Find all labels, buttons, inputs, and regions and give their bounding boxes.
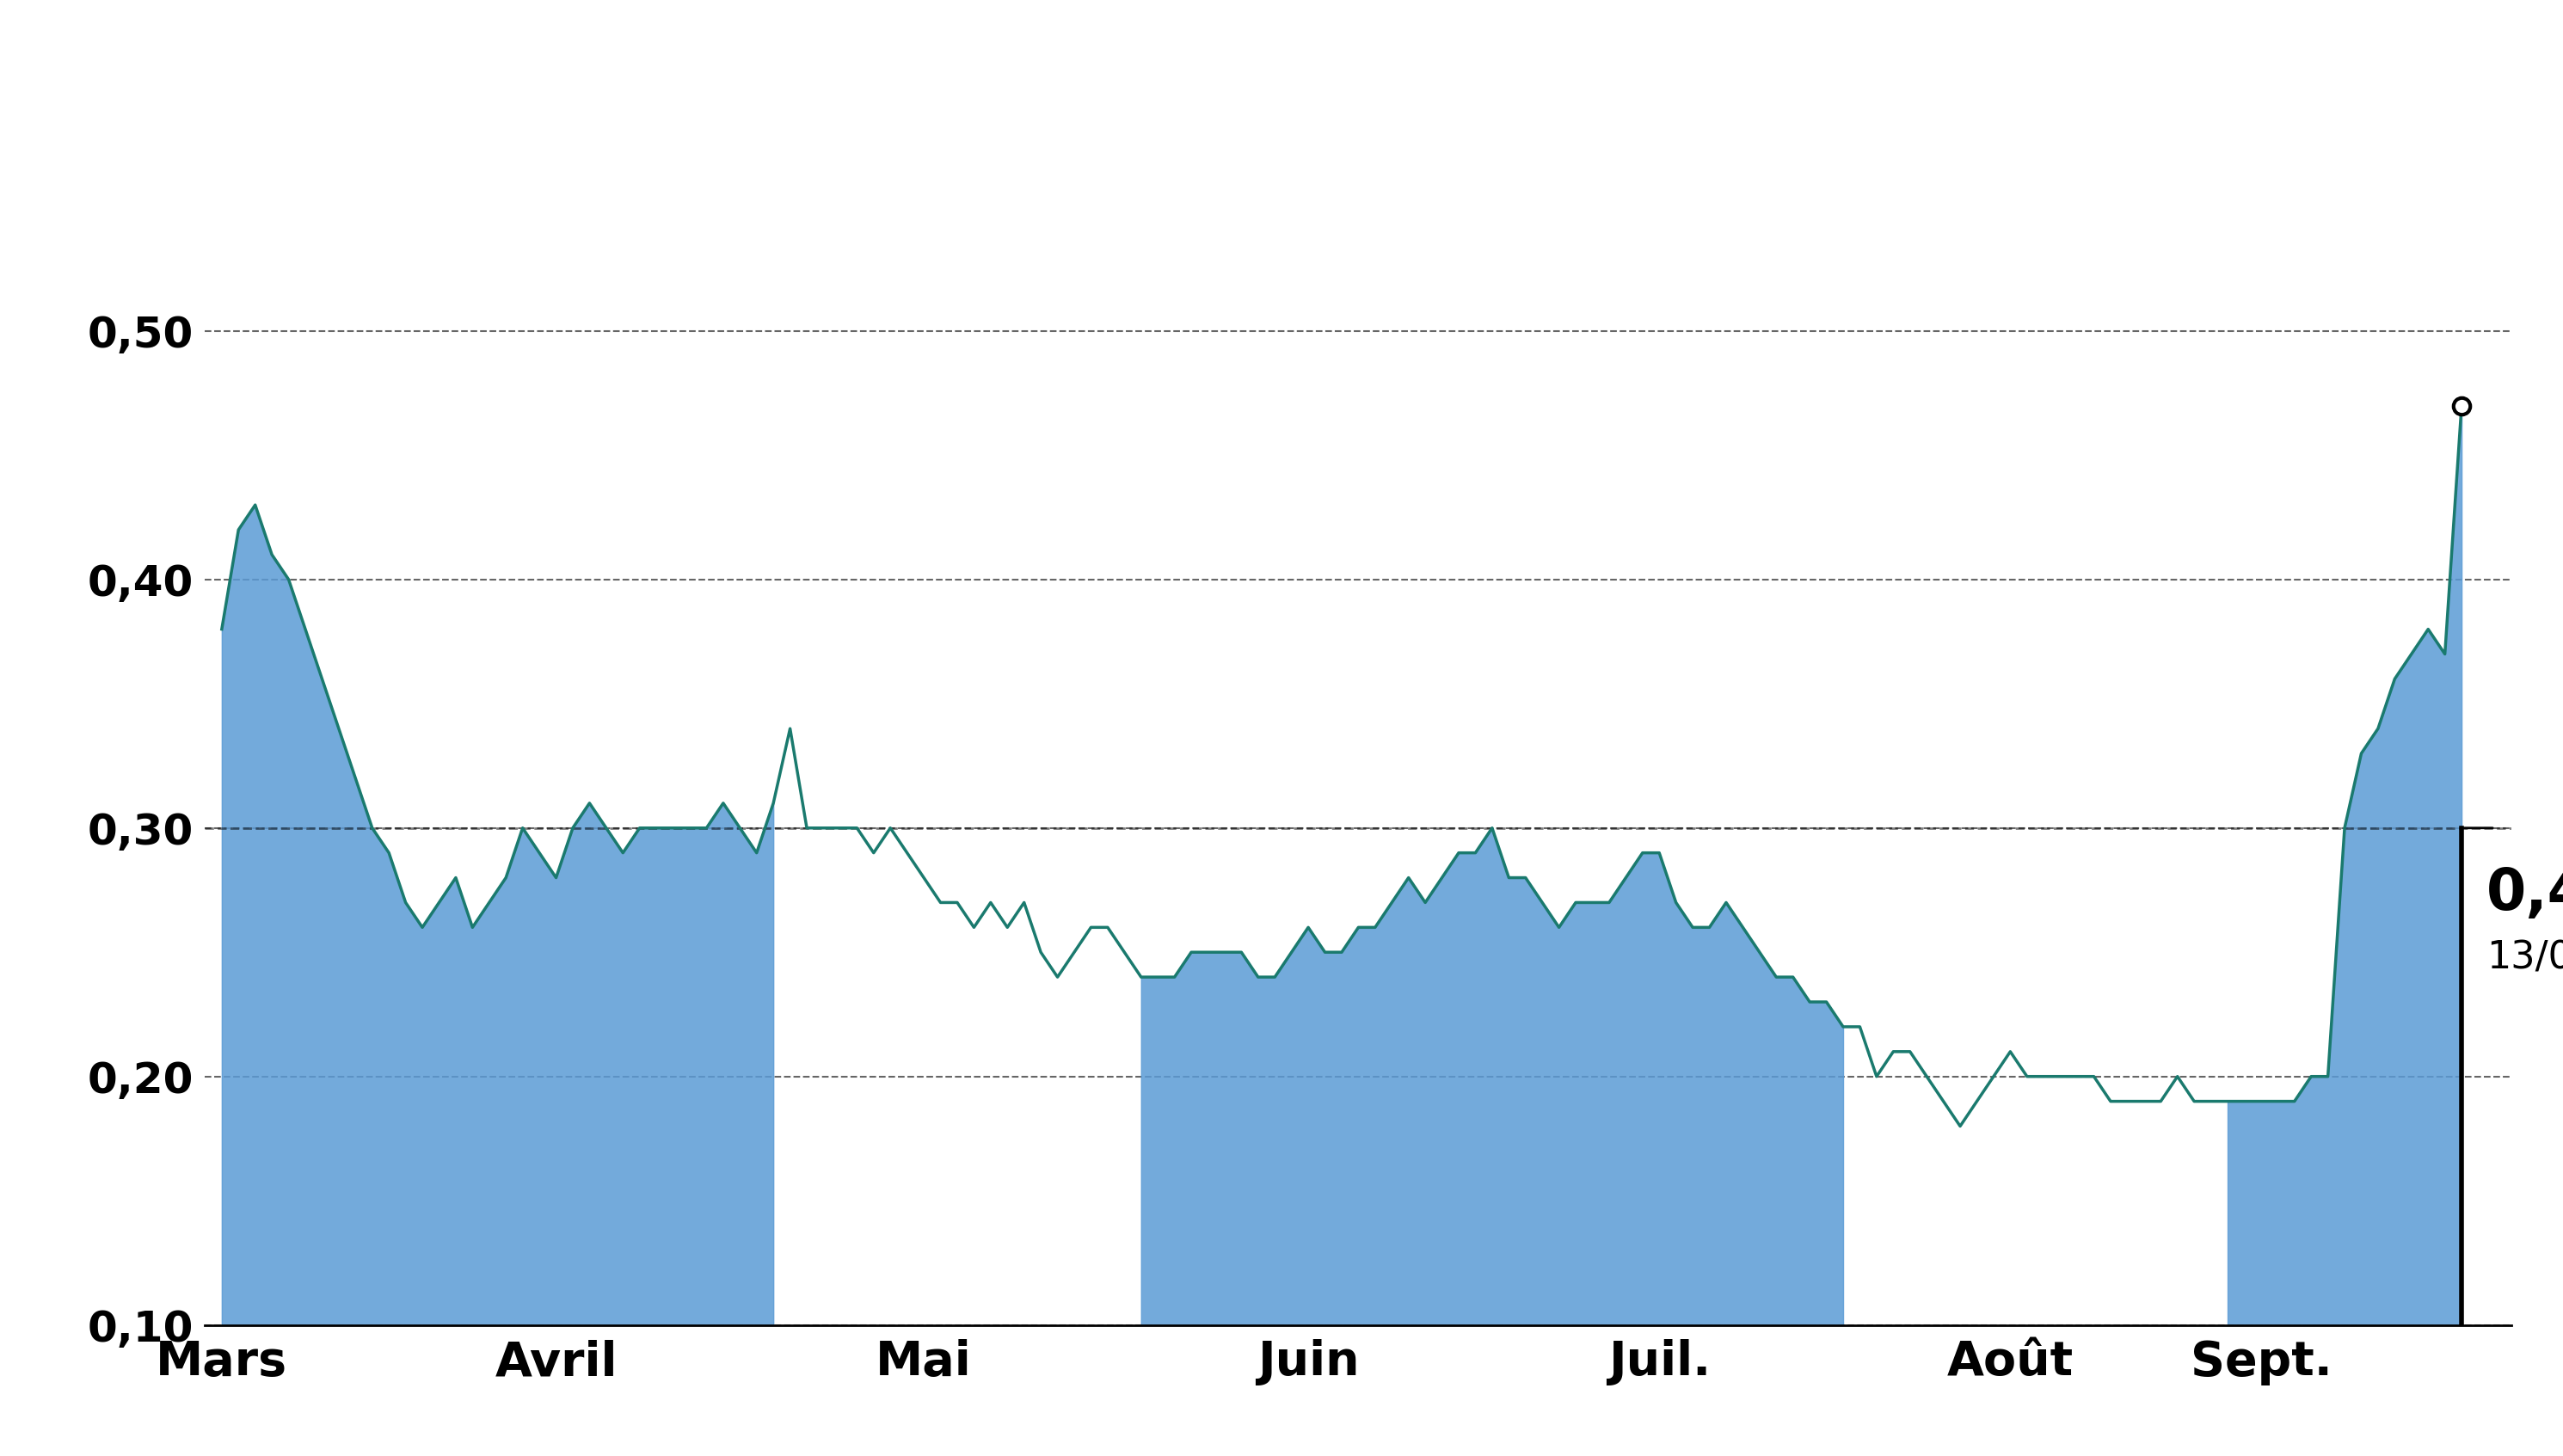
Text: 13/09: 13/09 bbox=[2486, 939, 2563, 977]
Text: Focus Universal Inc.: Focus Universal Inc. bbox=[797, 17, 1766, 102]
Text: 0,47: 0,47 bbox=[2486, 865, 2563, 922]
